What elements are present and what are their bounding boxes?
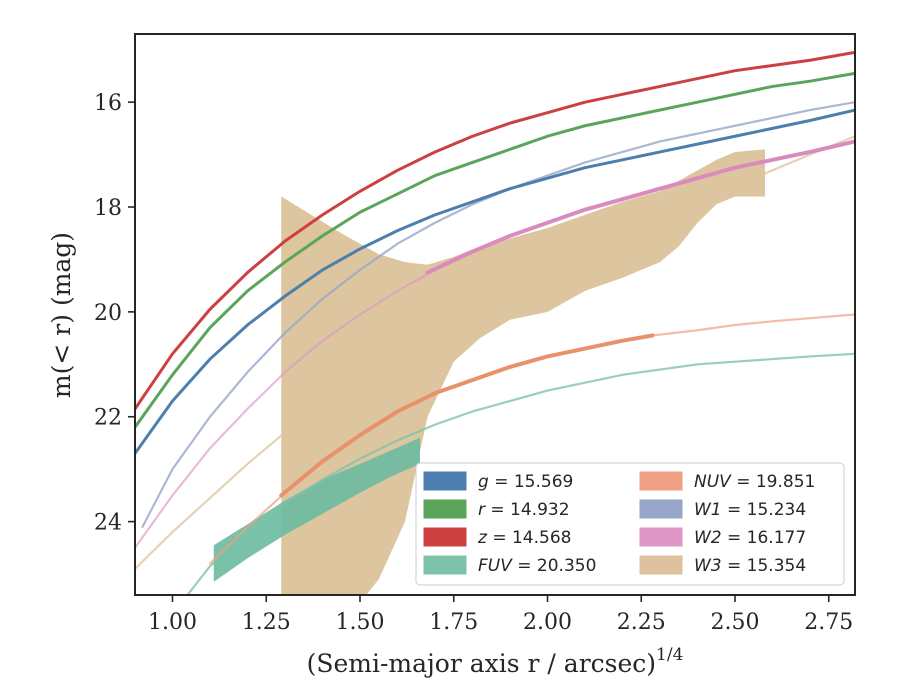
legend-label-w2: W2 = 16.177: [694, 528, 806, 548]
legend-label-nuv: NUV = 19.851: [694, 472, 815, 492]
series-g-line: [135, 108, 855, 455]
plot-frame: [134, 33, 856, 596]
series-layer: [135, 50, 855, 595]
series-nuv-bold-line: [279, 333, 655, 498]
y-tick-label: 22: [94, 406, 122, 431]
x-tick-label: 1.75: [429, 610, 478, 635]
legend-label-z: z = 14.568: [477, 528, 571, 548]
legend-swatch-nuv: [639, 471, 683, 491]
legend-label-w1: W1 = 15.234: [694, 500, 806, 520]
legend-swatch-fuv: [423, 555, 467, 575]
series-r-line: [135, 71, 855, 429]
legend-swatch-w2: [639, 527, 683, 547]
series-fuv-line: [186, 352, 855, 595]
series-w3-band: [281, 149, 765, 595]
x-tick-label: 1.50: [336, 610, 385, 635]
x-tick-label: 2.75: [804, 610, 853, 635]
y-tick-label: 24: [94, 511, 122, 536]
y-tick-label: 20: [94, 301, 122, 326]
x-tick-label: 1.25: [242, 610, 291, 635]
x-tick-label: 2.00: [523, 610, 572, 635]
y-tick-label: 16: [94, 91, 122, 116]
y-axis-label: m(< r) (mag): [47, 232, 76, 398]
legend-swatch-r: [423, 499, 467, 519]
legend-frame: [415, 462, 845, 586]
series-z-line: [135, 50, 855, 411]
legend-label-fuv: FUV = 20.350: [478, 556, 596, 576]
legend-swatch-z: [423, 527, 467, 547]
series-w2-bold-line: [425, 139, 855, 275]
legend-label-w3: W3 = 15.354: [694, 556, 806, 576]
legend-label-r: r = 14.932: [478, 500, 570, 520]
series-fuv-band: [213, 437, 420, 582]
x-tick-label: 2.25: [617, 610, 666, 635]
axis-ticks: 1.00 1.25 1.50 1.75 2.00 2.25 2.50 2.75 16 18 20 22…: [94, 91, 853, 635]
legend-swatch-g: [423, 471, 467, 491]
legend-swatch-w1: [639, 499, 683, 519]
y-tick-label: 18: [94, 196, 122, 221]
legend-swatch-w3: [639, 555, 683, 575]
legend-label-g: g = 15.569: [478, 472, 573, 492]
legend: g = 15.569 NUV = 19.851 r = 14.932 W1 = 15.…: [415, 462, 845, 586]
x-tick-label: 2.50: [711, 610, 760, 635]
series-w3-line: [135, 135, 855, 570]
x-axis-label: (Semi-major axis r / arcsec)1/4: [307, 645, 684, 678]
x-tick-label: 1.00: [148, 610, 197, 635]
